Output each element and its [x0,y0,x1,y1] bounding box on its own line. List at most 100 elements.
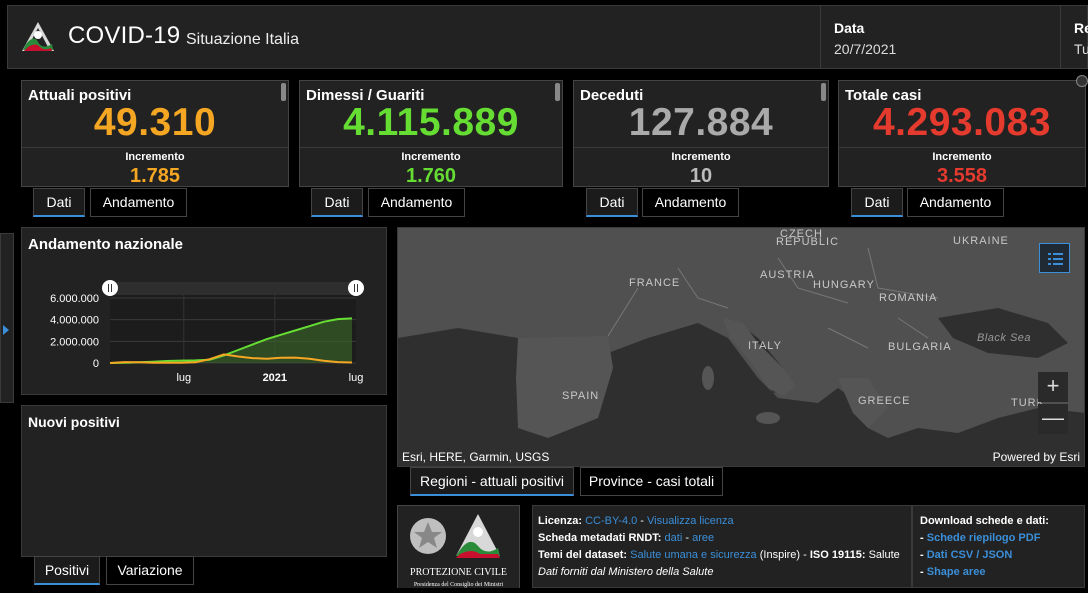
scrollbar[interactable] [281,83,286,101]
tab-andamento[interactable]: Andamento [368,188,465,217]
visualizza-licenza-link[interactable]: Visualizza licenza [647,515,734,527]
map-view[interactable]: CZECH REPUBLIC UKRAINE FRANCE AUSTRIA HU… [397,227,1085,467]
tab-dati[interactable]: Dati [586,188,638,217]
tab-dati[interactable]: Dati [33,188,85,217]
map-label: AUSTRIA [760,269,815,281]
series-area [110,318,352,363]
map-label: HUNGARY [813,279,875,291]
card-value: 49.310 [93,101,217,144]
card-title: Totale casi [845,87,922,104]
iso-label: ISO 19115: [809,549,866,561]
tab-dati[interactable]: Dati [851,188,903,217]
card-deceduti: Deceduti 127.884 Incremento 10 [573,80,829,187]
y-tick-label: 4.000.000 [50,315,99,327]
x-tick-label: lug [176,372,191,384]
download-csv-json-link[interactable]: Dati CSV / JSON [926,549,1013,561]
logo-caption: PROTEZIONE CIVILE [410,567,507,578]
legend-list-icon[interactable] [1039,243,1070,273]
y-tick-label: 6.000.000 [50,293,99,305]
zoom-out-button[interactable]: — [1038,404,1068,434]
range-handle [102,280,118,296]
map-attribution: Esri, HERE, Garmin, USGS [402,450,550,464]
card-totale-casi: Totale casi 4.293.083 Incremento 3.558 [838,80,1086,187]
tab-regioni-attuali-positivi[interactable]: Regioni - attuali positivi [410,467,574,496]
chevron-right-icon[interactable] [3,325,9,335]
x-tick-label: 2021 [263,372,287,384]
app-subtitle: Situazione Italia [186,31,299,48]
app-header: Data 20/7/2021 Re Tu [7,5,1088,69]
licenza-label: Licenza: [538,515,583,527]
protezione-civile-logo: PROTEZIONE CIVILE Presidenza del Consigl… [397,505,520,588]
date-label: Data [834,20,865,36]
temi-salute: Salute [865,549,900,561]
protezione-civile-logo-icon [20,20,56,54]
x-tick-label: lug [349,372,364,384]
card-title: Deceduti [580,87,644,104]
scheda-aree-link[interactable]: aree [692,532,715,544]
tab-andamento[interactable]: Andamento [90,188,187,217]
scheda-dati-link[interactable]: dati [664,532,683,544]
range-slider-track [110,282,356,295]
map-label: BULGARIA [888,341,952,353]
card-increment-value: 1.760 [405,165,457,187]
map-label: GREECE [858,395,911,407]
basemap [398,228,1084,466]
map-label: FRANCE [629,277,681,289]
card-increment-label: Incremento [671,151,731,163]
tab-province-casi-totali[interactable]: Province - casi totali [580,467,723,496]
header-divider [1060,6,1061,68]
y-tick-label: 0 [93,358,99,370]
card-title: Attuali positivi [28,87,132,104]
tab-dati[interactable]: Dati [311,188,363,217]
y-tick-label: 2.000.000 [50,336,99,348]
temi-label: Temi del dataset: [538,549,628,561]
map-powered-by[interactable]: Powered by Esri [992,450,1080,464]
map-label: ROMANIA [879,292,938,304]
separator: - [637,515,648,527]
info-icon[interactable] [1076,75,1088,87]
card-increment-label: Incremento [401,151,461,163]
separator: - [682,532,693,544]
temi-link[interactable]: Salute umana e sicurezza [630,549,757,561]
download-title: Download schede e dati: [920,515,1049,527]
download-pdf-link[interactable]: Schede riepilogo PDF [926,532,1041,544]
card-increment-label: Incremento [125,151,185,163]
card-increment-label: Incremento [932,151,992,163]
trend-chart: 6.000.000 4.000.000 2.000.000 0 lug 2021 lug [50,280,364,384]
map-label: SPAIN [562,390,600,402]
trend-title: Andamento nazionale [28,236,184,253]
card-title: Dimessi / Guariti [306,87,425,104]
download-box: Download schede e dati: - Schede riepilo… [912,505,1085,588]
tab-variazione[interactable]: Variazione [106,556,194,585]
temi-rest: (Inspire) - [759,549,810,561]
range-handle [348,280,364,296]
header-truncated-value: Tu [1074,41,1088,57]
scrollbar[interactable] [821,83,826,101]
card-value: 4.115.889 [343,101,519,144]
dataset-info: Licenza: CC-BY-4.0 - Visualizza licenza … [532,505,912,588]
trend-panel: Andamento nazionale 6.000.000 4.000.000 2.… [21,227,387,395]
card-increment-value: 1.785 [129,165,181,187]
data-source: Dati forniti dal Ministero della Salute [538,566,714,578]
map-label: TURK [1011,397,1045,409]
card-attuali-positivi: Attuali positivi 49.310 Incremento 1.785 [21,80,289,187]
new-positives-title: Nuovi positivi [28,414,120,430]
card-value: 127.884 [628,101,774,144]
tab-andamento[interactable]: Andamento [907,188,1004,217]
logo-caption-small: Presidenza del Consiglio dei Ministri [413,582,504,588]
zoom-in-button[interactable]: + [1038,372,1068,402]
card-value: 4.293.083 [872,101,1051,144]
tab-andamento[interactable]: Andamento [642,188,739,217]
map-label: REPUBLIC [776,236,840,248]
emblem-icon [398,506,519,566]
card-increment-value: 10 [689,165,713,187]
scrollbar[interactable] [555,83,560,101]
header-divider [820,6,821,68]
tab-positivi[interactable]: Positivi [34,556,100,585]
date-value: 20/7/2021 [834,41,897,57]
map-label: UKRAINE [953,235,1009,247]
download-shape-link[interactable]: Shape aree [926,566,986,578]
card-dimessi-guariti: Dimessi / Guariti 4.115.889 Incremento 1… [299,80,563,187]
licenza-link[interactable]: CC-BY-4.0 [585,515,638,527]
side-panel-toggle[interactable] [0,233,14,403]
